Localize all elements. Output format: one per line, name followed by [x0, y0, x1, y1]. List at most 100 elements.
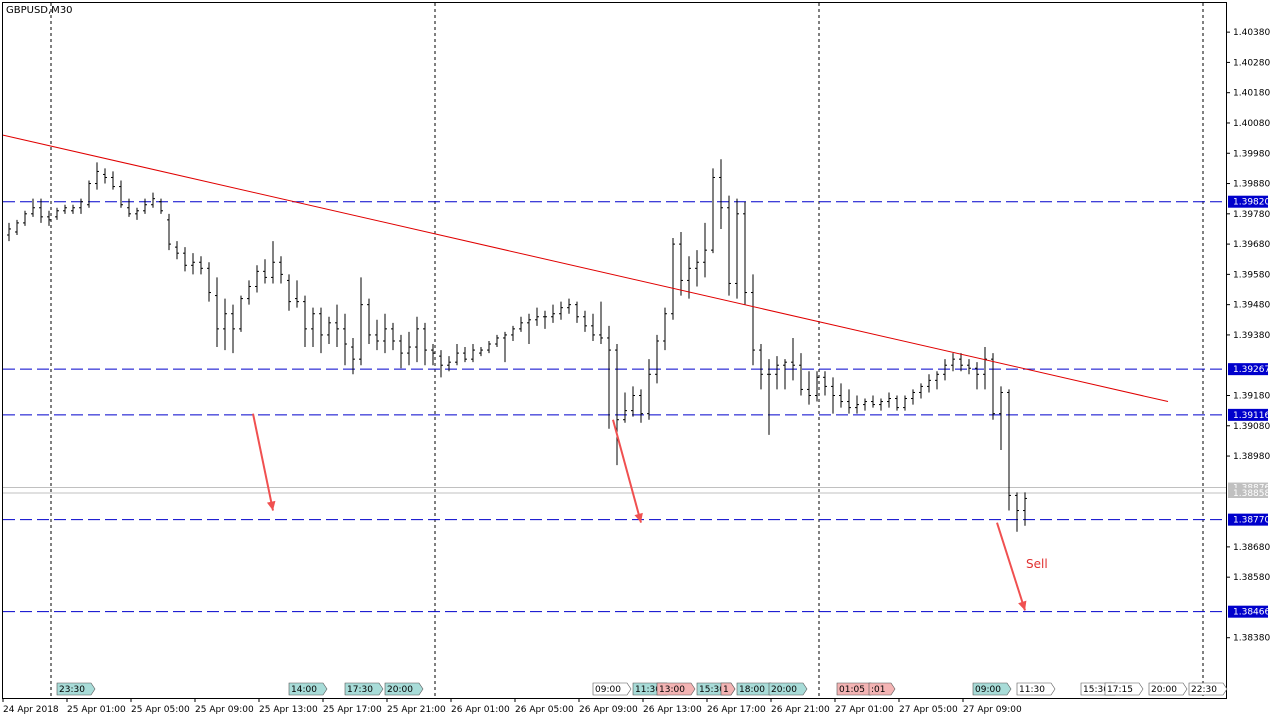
ohlc-bar [535, 307, 539, 326]
ohlc-bar [615, 344, 619, 466]
ohlc-bar [511, 325, 515, 341]
ohlc-bar [31, 198, 35, 217]
sell-arrow[interactable] [252, 413, 276, 511]
ohlc-bar [559, 301, 563, 320]
event-marker[interactable]: 20:00 [768, 682, 808, 696]
time-tick-label: 25 Apr 05:00 [131, 705, 190, 715]
ohlc-bar [983, 347, 987, 390]
event-marker-label: 09:00 [595, 685, 621, 695]
ohlc-bar [479, 347, 483, 357]
time-tick-label: 27 Apr 05:00 [899, 705, 958, 715]
ohlc-bar [159, 198, 163, 214]
event-marker-flag [1016, 682, 1056, 696]
ohlc-bar [111, 171, 115, 190]
ohlc-bar [911, 389, 915, 405]
ohlc-bar [447, 356, 451, 372]
event-marker-label: 15:30 [1083, 685, 1109, 695]
sell-arrow[interactable] [612, 419, 643, 523]
time-tick-label: 27 Apr 09:00 [963, 705, 1022, 715]
time-tick-label: 25 Apr 13:00 [259, 705, 318, 715]
event-marker[interactable]: 14:00 [288, 682, 328, 696]
ohlc-bar [135, 207, 139, 220]
trendline-layer[interactable] [2, 134, 1169, 403]
event-marker-flag [1148, 682, 1188, 696]
ohlc-bar [591, 313, 595, 341]
level-price-tag[interactable] [1228, 363, 1268, 376]
ohlc-bar [695, 250, 699, 287]
ohlc-bar [623, 392, 627, 423]
event-marker[interactable]: 17:15 [1104, 682, 1144, 696]
price-tick-label: 1.38380 [1233, 634, 1270, 644]
sell-arrow[interactable] [996, 522, 1027, 611]
event-marker-label: 20:00 [387, 685, 413, 695]
ohlc-bar [151, 192, 155, 208]
level-price-tag-label: 1.39820 [1233, 198, 1270, 208]
ohlc-bar [831, 377, 835, 414]
time-tick-label: 25 Apr 09:00 [195, 705, 254, 715]
level-price-tag[interactable] [1228, 605, 1268, 618]
time-tick-label: 26 Apr 09:00 [579, 705, 638, 715]
ohlc-bar [255, 265, 259, 293]
level-price-tag[interactable] [1228, 195, 1268, 208]
event-marker-flag [1188, 682, 1228, 696]
ohlc-bar [767, 359, 771, 435]
event-marker[interactable]: 13:00 [656, 682, 696, 696]
ohlc-bar [647, 359, 651, 420]
ohlc-bar [87, 180, 91, 208]
ohlc-bar [343, 313, 347, 366]
event-marker-label: 20:00 [771, 685, 797, 695]
ohlc-bar [575, 301, 579, 323]
event-marker-flag [344, 682, 384, 696]
ohlc-bar [223, 298, 227, 351]
ohlc-bar [407, 331, 411, 366]
price-tick-label: 1.39980 [1233, 149, 1270, 159]
event-marker-label: :01 [871, 685, 885, 695]
event-marker[interactable]: 17:30 [344, 682, 384, 696]
ohlc-bar [1007, 389, 1011, 511]
ohlc-bar [919, 383, 923, 399]
price-tick-label: 1.40080 [1233, 119, 1270, 129]
event-marker[interactable]: 09:00 [592, 682, 632, 696]
ohlc-bar [311, 307, 315, 348]
time-tick-label: 27 Apr 01:00 [835, 705, 894, 715]
ohlc-bar [1023, 492, 1027, 526]
event-marker-flag [768, 682, 808, 696]
arrow-shaft [996, 522, 1026, 611]
ohlc-bar [959, 353, 963, 372]
event-marker[interactable]: 23:30 [56, 682, 96, 696]
horizontal-levels[interactable] [3, 201, 1226, 613]
time-tick-label: 26 Apr 17:00 [707, 705, 766, 715]
ohlc-bar [631, 386, 635, 417]
ohlc-bar [895, 395, 899, 411]
price-tick-label: 1.39080 [1233, 422, 1270, 432]
ohlc-bar [183, 247, 187, 272]
event-marker[interactable]: 20:00 [384, 682, 424, 696]
event-marker[interactable]: 09:00 [972, 682, 1012, 696]
ohlc-bar [335, 304, 339, 348]
time-axis[interactable]: 24 Apr 2018 25 Apr 01:00 25 Apr 05:00 25 Ap… [2, 698, 1022, 715]
event-marker[interactable]: 22:30 [1188, 682, 1228, 696]
ohlc-bar [287, 274, 291, 311]
arrows-layer[interactable] [252, 413, 1027, 611]
ohlc-bar [215, 277, 219, 348]
event-marker-flag [384, 682, 424, 696]
ohlc-bar [943, 359, 947, 381]
sell-annotation[interactable]: Sell [1026, 557, 1048, 571]
price-axis[interactable]: 1.40380 1.40280 1.40180 1.40080 1.39980 1.398… [1226, 28, 1270, 644]
level-price-tag[interactable] [1228, 513, 1268, 526]
ohlc-bar [167, 213, 171, 251]
level-price-tag[interactable] [1228, 408, 1268, 421]
ohlc-bar [247, 280, 251, 305]
arrow-head [266, 500, 276, 511]
descending-trendline[interactable] [2, 134, 1169, 403]
event-marker-label: 22:30 [1191, 685, 1217, 695]
price-tick-label: 1.40380 [1233, 28, 1270, 38]
event-marker[interactable]: 11:30 [1016, 682, 1056, 696]
event-marker[interactable]: :01 [868, 682, 896, 696]
event-marker[interactable]: 20:00 [1148, 682, 1188, 696]
event-marker-label: 01:05 [839, 685, 865, 695]
event-marker[interactable]: 1 [720, 682, 736, 696]
